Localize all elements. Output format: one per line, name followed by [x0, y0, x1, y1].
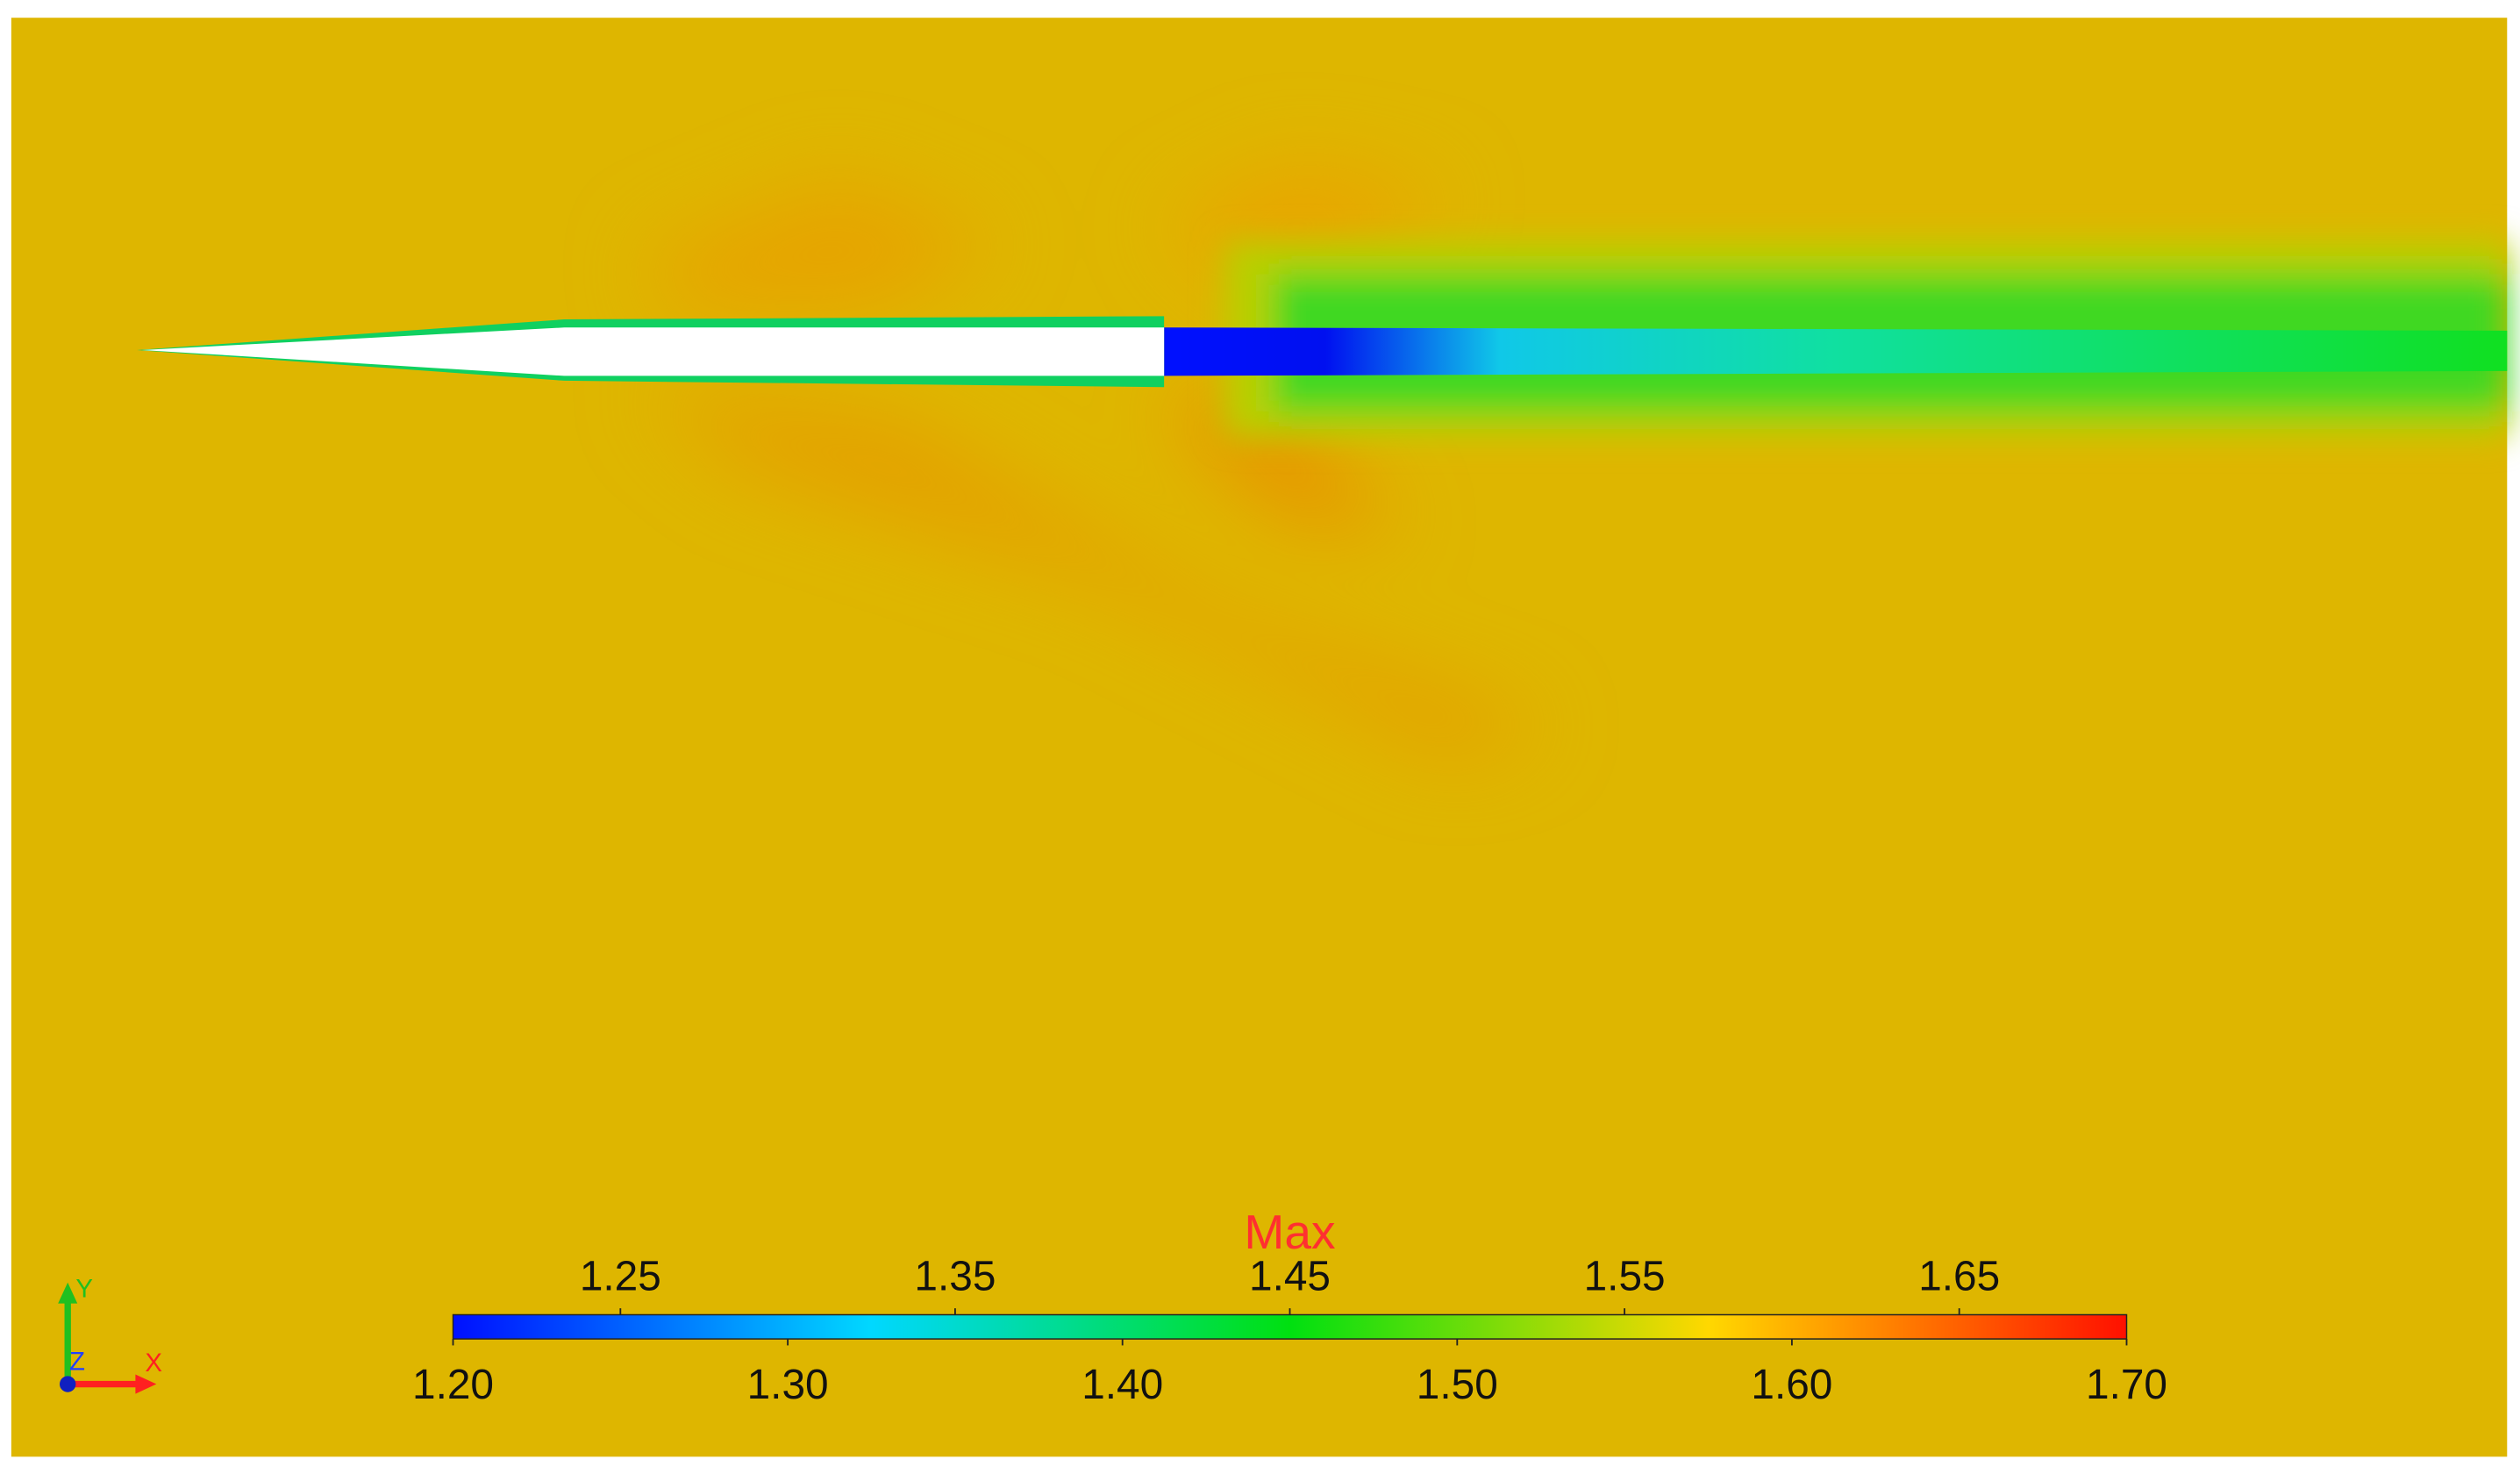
lower-tick-label: 1.40 [1082, 1362, 1163, 1408]
y-label: Y [75, 1275, 93, 1304]
lower-tick-label: 1.30 [747, 1362, 829, 1408]
x-label: X [145, 1349, 162, 1377]
colorbar [452, 1313, 2128, 1340]
upper-tick-label: 1.65 [1918, 1254, 2000, 1300]
x-arrowhead [135, 1374, 157, 1394]
colorbar-title: Max [1244, 1205, 1335, 1259]
z-axis-dot [60, 1376, 76, 1392]
shock-regions [645, 161, 1548, 759]
upper-tick-label: 1.35 [914, 1254, 996, 1300]
upper-tick-label: 1.45 [1249, 1254, 1331, 1300]
lower-tick-label: 1.60 [1751, 1362, 1832, 1408]
upper-tick-label: 1.55 [1584, 1254, 1666, 1300]
wake [1164, 327, 2508, 376]
y-arrowhead [58, 1282, 78, 1304]
plate [141, 327, 1165, 376]
z-label: Z [69, 1347, 85, 1376]
axes-triad: Y Z X [58, 1275, 162, 1394]
lower-tick-label: 1.20 [412, 1362, 494, 1408]
lower-tick-label: 1.50 [1417, 1362, 1498, 1408]
upper-tick-label: 1.25 [580, 1254, 661, 1300]
lower-tick-label: 1.70 [2086, 1362, 2167, 1408]
